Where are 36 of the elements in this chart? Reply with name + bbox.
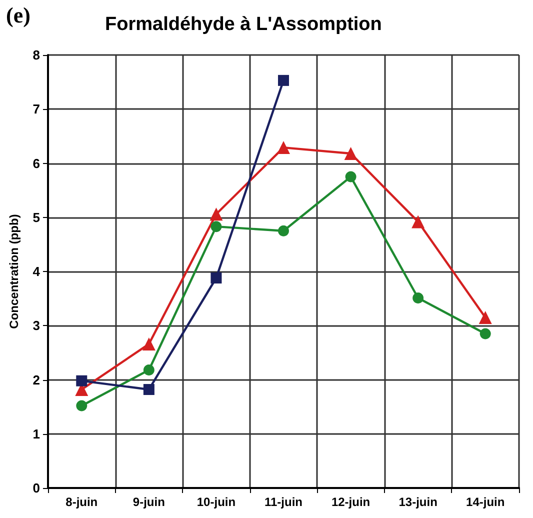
- y-axis-title: Concentration (ppb): [7, 214, 21, 329]
- y-tick-label: 1: [32, 426, 40, 442]
- point: [210, 208, 223, 221]
- x-tick-label: 14-juin: [466, 495, 505, 509]
- x-tick-label: 13-juin: [398, 495, 438, 509]
- y-tick-label: 2: [32, 372, 40, 388]
- y-tick-label: 7: [32, 102, 40, 117]
- point: [210, 221, 222, 232]
- chart-title: Formaldéhyde à L'Assomption: [105, 14, 382, 35]
- point: [142, 338, 156, 351]
- x-tick-label: 12-juin: [331, 495, 370, 509]
- point: [143, 364, 154, 376]
- point: [344, 147, 358, 160]
- x-tick-label: 11-juin: [264, 495, 303, 509]
- point: [478, 311, 492, 324]
- point: [143, 384, 154, 395]
- text: (e): [6, 2, 30, 28]
- y-tick-label: 3: [32, 318, 40, 334]
- x-tick-label: 10-juin: [196, 495, 236, 509]
- point: [76, 375, 88, 386]
- point: [412, 215, 425, 228]
- x-tick-label: 8-juin: [66, 495, 98, 509]
- y-tick-label: 0: [32, 480, 40, 496]
- point: [480, 328, 491, 340]
- point: [345, 171, 356, 182]
- point: [412, 292, 424, 304]
- y-tick-label: 5: [32, 210, 40, 225]
- y-tick-label: 8: [32, 48, 40, 62]
- point: [277, 141, 290, 154]
- y-tick-label: 4: [32, 264, 41, 279]
- point: [278, 74, 289, 86]
- point: [278, 225, 289, 236]
- point: [76, 400, 88, 412]
- y-tick-label: 6: [32, 156, 40, 171]
- x-tick-label: 9-juin: [132, 495, 165, 509]
- point: [210, 272, 222, 284]
